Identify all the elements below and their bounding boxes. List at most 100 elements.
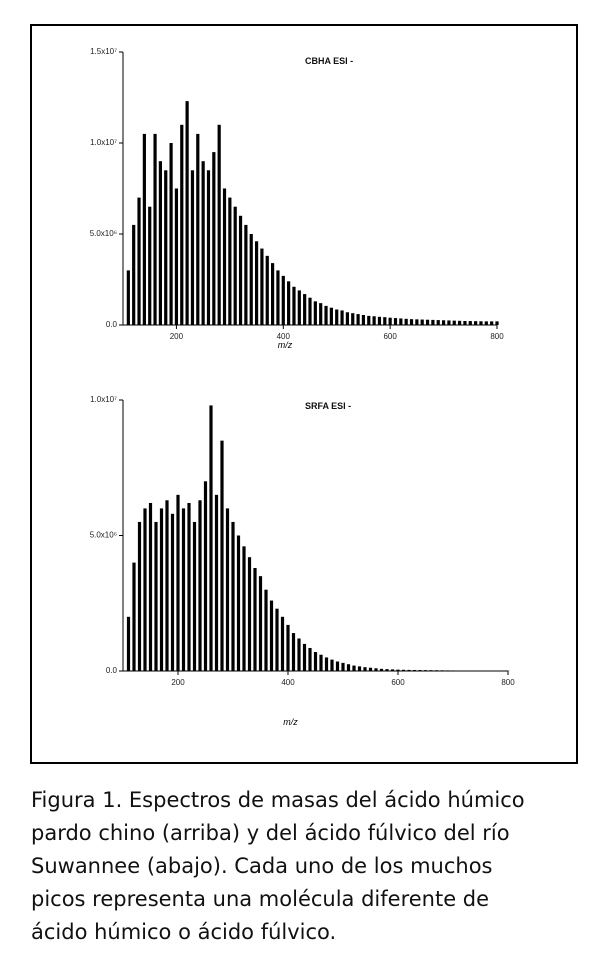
x-tick-label: 600 [391, 678, 405, 687]
peak [361, 314, 366, 325]
peak [174, 188, 179, 325]
peak [269, 600, 274, 671]
peak [313, 652, 318, 671]
peak [302, 643, 307, 671]
peak [393, 318, 398, 325]
peak [490, 321, 494, 325]
peak [164, 170, 168, 325]
peak [185, 101, 189, 325]
peak [264, 589, 268, 671]
x-axis-label: m/z [278, 340, 293, 350]
peak [329, 307, 333, 325]
peak [292, 286, 296, 325]
peak [399, 318, 403, 325]
peak [165, 500, 169, 671]
peak [169, 143, 173, 325]
peak [212, 152, 216, 325]
peak [238, 215, 243, 325]
peak [324, 305, 328, 325]
caption-line: Figura 1. Espectros de masas del ácido h… [31, 788, 525, 812]
y-tick-label: 0.0 [106, 666, 118, 675]
peak [396, 669, 400, 671]
peak [415, 319, 419, 325]
frame [30, 24, 578, 764]
peak [253, 568, 257, 671]
peak [330, 659, 334, 671]
peak [126, 270, 130, 325]
y-tick-label: 1.0x10⁷ [90, 138, 117, 147]
peak [271, 263, 275, 325]
x-tick-label: 200 [170, 332, 184, 341]
peak [187, 502, 191, 671]
peak [233, 206, 237, 325]
peak [126, 616, 131, 671]
peak [401, 669, 406, 671]
peak [190, 170, 195, 325]
peak [192, 521, 197, 671]
peak [158, 161, 162, 325]
peak [303, 294, 307, 325]
peak [276, 270, 280, 325]
peak [452, 320, 456, 325]
peak [254, 241, 259, 325]
peak [154, 521, 158, 671]
y-tick-label: 1.5x10⁷ [90, 47, 117, 56]
peak [463, 320, 467, 325]
peak [258, 576, 263, 671]
peak [225, 508, 230, 671]
peak [286, 624, 290, 671]
peak [297, 290, 301, 325]
peak [385, 669, 389, 671]
peak [388, 317, 392, 325]
caption-line: ácido húmico o ácido fúlvico. [31, 920, 336, 944]
peak [335, 309, 339, 325]
peak [291, 633, 296, 671]
peak [148, 206, 152, 325]
chart-title: CBHA ESI - [305, 56, 353, 66]
peak [352, 665, 356, 671]
peak [479, 321, 483, 325]
peak [249, 234, 253, 325]
peak [244, 224, 248, 325]
peak [379, 668, 384, 671]
peak [180, 124, 184, 325]
peak [474, 321, 478, 325]
peak [324, 657, 329, 671]
peak [132, 224, 136, 325]
peak [390, 669, 395, 671]
peak [495, 321, 499, 325]
peak [377, 316, 382, 325]
peak [340, 310, 344, 325]
peak [313, 301, 317, 325]
peak [137, 521, 142, 671]
peak [431, 319, 435, 325]
peak [222, 188, 227, 325]
x-tick-label: 600 [383, 332, 397, 341]
peak [280, 616, 285, 671]
peak [265, 255, 269, 325]
peak [412, 669, 417, 671]
y-tick-label: 5.0x10⁶ [90, 531, 117, 540]
peak [143, 508, 147, 671]
peak [142, 133, 146, 325]
peak [363, 667, 367, 671]
peak [201, 161, 205, 325]
peak [383, 317, 387, 325]
y-tick-label: 1.0x10⁷ [90, 395, 117, 404]
peak [308, 297, 312, 325]
x-tick-label: 400 [281, 678, 295, 687]
peak [231, 521, 235, 671]
peak [346, 664, 351, 671]
peak [436, 320, 440, 325]
peak [319, 654, 323, 671]
y-tick-label: 0.0 [106, 320, 118, 329]
peak [148, 502, 153, 671]
peak [170, 513, 175, 671]
peak [260, 248, 264, 325]
peak [132, 562, 136, 671]
peak [367, 315, 371, 325]
caption-line: Suwannee (abajo). Cada uno de los muchos [31, 854, 493, 878]
peak [319, 303, 323, 325]
peak [181, 508, 186, 671]
